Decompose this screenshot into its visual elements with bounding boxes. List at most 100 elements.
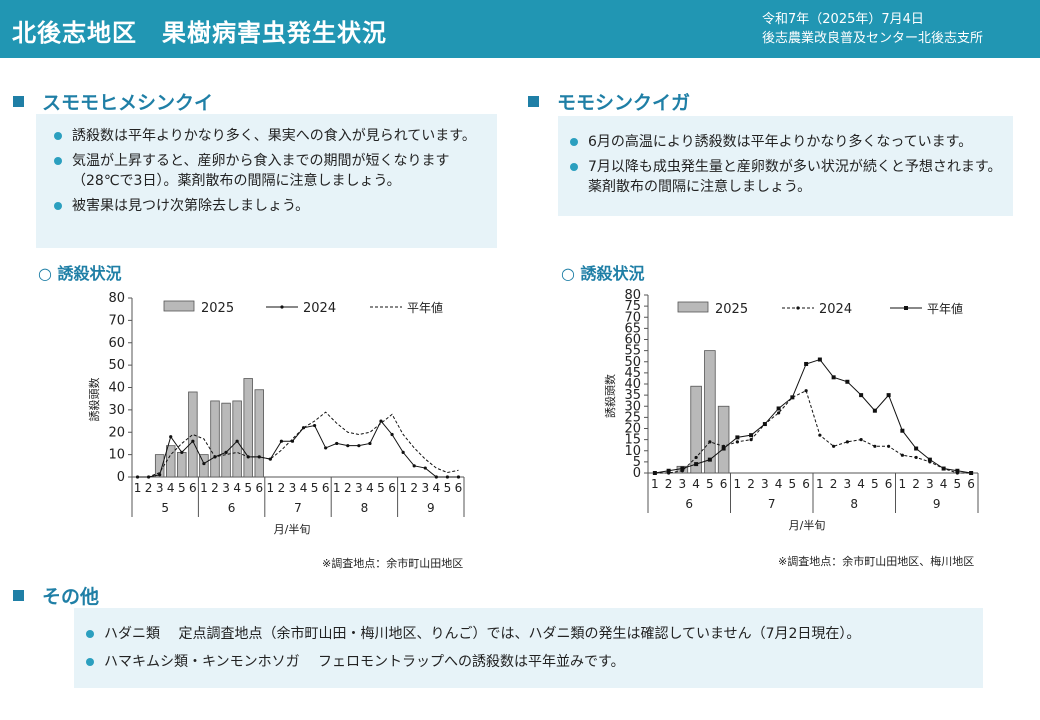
right-section-heading: モモシンクイガ [528, 88, 690, 115]
y-tick-label: 50 [108, 358, 125, 373]
half-label: 5 [311, 481, 319, 495]
y-tick-label: 70 [108, 313, 125, 328]
bar-2025 [254, 389, 264, 478]
point-平年値 [859, 393, 864, 398]
half-label: 4 [857, 477, 865, 491]
half-label: 3 [761, 477, 769, 491]
legend-label: 2024 [303, 301, 336, 316]
y-tick-label: 70 [624, 310, 641, 325]
half-label: 3 [355, 481, 363, 495]
left-survey-note: ※調査地点：余市町山田地区 [322, 557, 464, 570]
half-label: 2 [344, 481, 352, 495]
point-2024 [423, 466, 427, 470]
half-label: 3 [156, 481, 164, 495]
half-label: 4 [692, 477, 700, 491]
point-平年値 [831, 375, 836, 380]
half-label: 1 [200, 481, 208, 495]
right-bullet: 6月の高温により誘殺数は平年よりかなり多くなっています。 [570, 132, 1003, 152]
month-label: 9 [427, 501, 435, 515]
point-2024 [191, 439, 195, 443]
half-label: 6 [388, 481, 396, 495]
bar-2025 [166, 445, 176, 478]
point-2024 [445, 475, 449, 479]
left-bullet: 気温が上昇すると、産卵から食入までの期間が短くなります（28℃で3日）。薬剤散布… [54, 151, 485, 191]
y-tick-label: 50 [624, 355, 641, 370]
point-2024 [694, 455, 698, 460]
half-label: 3 [222, 481, 230, 495]
other-heading-text: その他 [42, 586, 100, 608]
half-label: 2 [410, 481, 418, 495]
right-bullet: 7月以降も成虫発生量と産卵数が多い状況が続くと予想されます。薬剤散布の間隔に注意… [570, 157, 1003, 197]
y-tick-label: 30 [624, 399, 641, 414]
point-2024 [368, 441, 372, 446]
half-label: 4 [233, 481, 241, 495]
point-平年値 [707, 457, 712, 462]
point-平年値 [900, 428, 905, 433]
point-2024 [749, 438, 753, 442]
point-2024 [832, 444, 836, 448]
bar-2025 [177, 451, 187, 478]
bar-2025 [221, 402, 231, 478]
half-label: 3 [421, 481, 429, 495]
half-label: 2 [665, 477, 673, 491]
half-label: 4 [366, 481, 374, 495]
bar-2025 [704, 350, 716, 474]
half-label: 2 [747, 477, 755, 491]
series-line-2024 [654, 389, 972, 474]
half-label: 1 [267, 481, 275, 495]
point-平年値 [886, 393, 891, 398]
month-label: 5 [161, 501, 169, 515]
legend-marker [280, 305, 284, 309]
half-label: 6 [189, 481, 197, 495]
half-label: 4 [433, 481, 441, 495]
point-平年値 [927, 457, 932, 462]
y-tick-label: 10 [108, 448, 125, 463]
point-平年値 [721, 446, 726, 451]
point-2024 [235, 439, 239, 443]
half-label: 4 [775, 477, 783, 491]
point-2024 [313, 423, 317, 428]
point-2024 [357, 444, 361, 448]
page-header: 北後志地区 果樹病害虫発生状況 令和7年（2025年）7月4日 後志農業改良普及… [0, 0, 1040, 58]
point-2024 [224, 450, 228, 454]
left-info-box: 誘殺数は平年よりかなり多く、果実への食入が見られています。 気温が上昇すると、産… [36, 114, 497, 248]
half-label: 4 [940, 477, 948, 491]
point-2024 [401, 450, 405, 454]
half-label: 2 [830, 477, 838, 491]
bar-2025 [232, 400, 242, 478]
half-label: 4 [167, 481, 175, 495]
bar-2025 [188, 391, 198, 478]
half-label: 2 [278, 481, 286, 495]
month-label: 9 [933, 497, 941, 511]
point-平年値 [652, 471, 657, 475]
half-label: 6 [255, 481, 263, 495]
y-tick-label: 5 [633, 455, 641, 470]
point-平年値 [735, 435, 740, 440]
half-label: 1 [734, 477, 742, 491]
legend-label: 2024 [819, 302, 852, 317]
legend-label: 2025 [201, 301, 234, 316]
legend-label: 2025 [715, 302, 748, 317]
half-label: 6 [802, 477, 810, 491]
month-label: 8 [850, 497, 858, 511]
month-label: 7 [768, 497, 776, 511]
left-bullet: 誘殺数は平年よりかなり多く、果実への食入が見られています。 [54, 126, 485, 146]
y-tick-label: 20 [624, 422, 641, 437]
left-chart-heading: ○ 誘殺状況 [38, 264, 122, 283]
other-bullet: ハマキムシ類・キンモンホソガ フェロモントラップへの誘殺数は平年並みです。 [86, 652, 973, 672]
half-label: 6 [322, 481, 330, 495]
point-2024 [434, 475, 438, 479]
half-label: 3 [926, 477, 934, 491]
half-label: 3 [844, 477, 852, 491]
legend-label: 平年値 [407, 300, 443, 315]
point-平年値 [762, 422, 767, 427]
y-tick-label: 45 [624, 366, 641, 381]
other-info-box: ハダニ類 定点調査地点（余市町山田・梅川地区、りんご）では、ハダニ類の発生は確認… [74, 608, 983, 688]
half-label: 1 [134, 481, 142, 495]
bar-2025 [199, 454, 209, 478]
point-平年値 [749, 433, 754, 438]
y-tick-label: 10 [624, 444, 641, 459]
point-2024 [914, 455, 918, 460]
